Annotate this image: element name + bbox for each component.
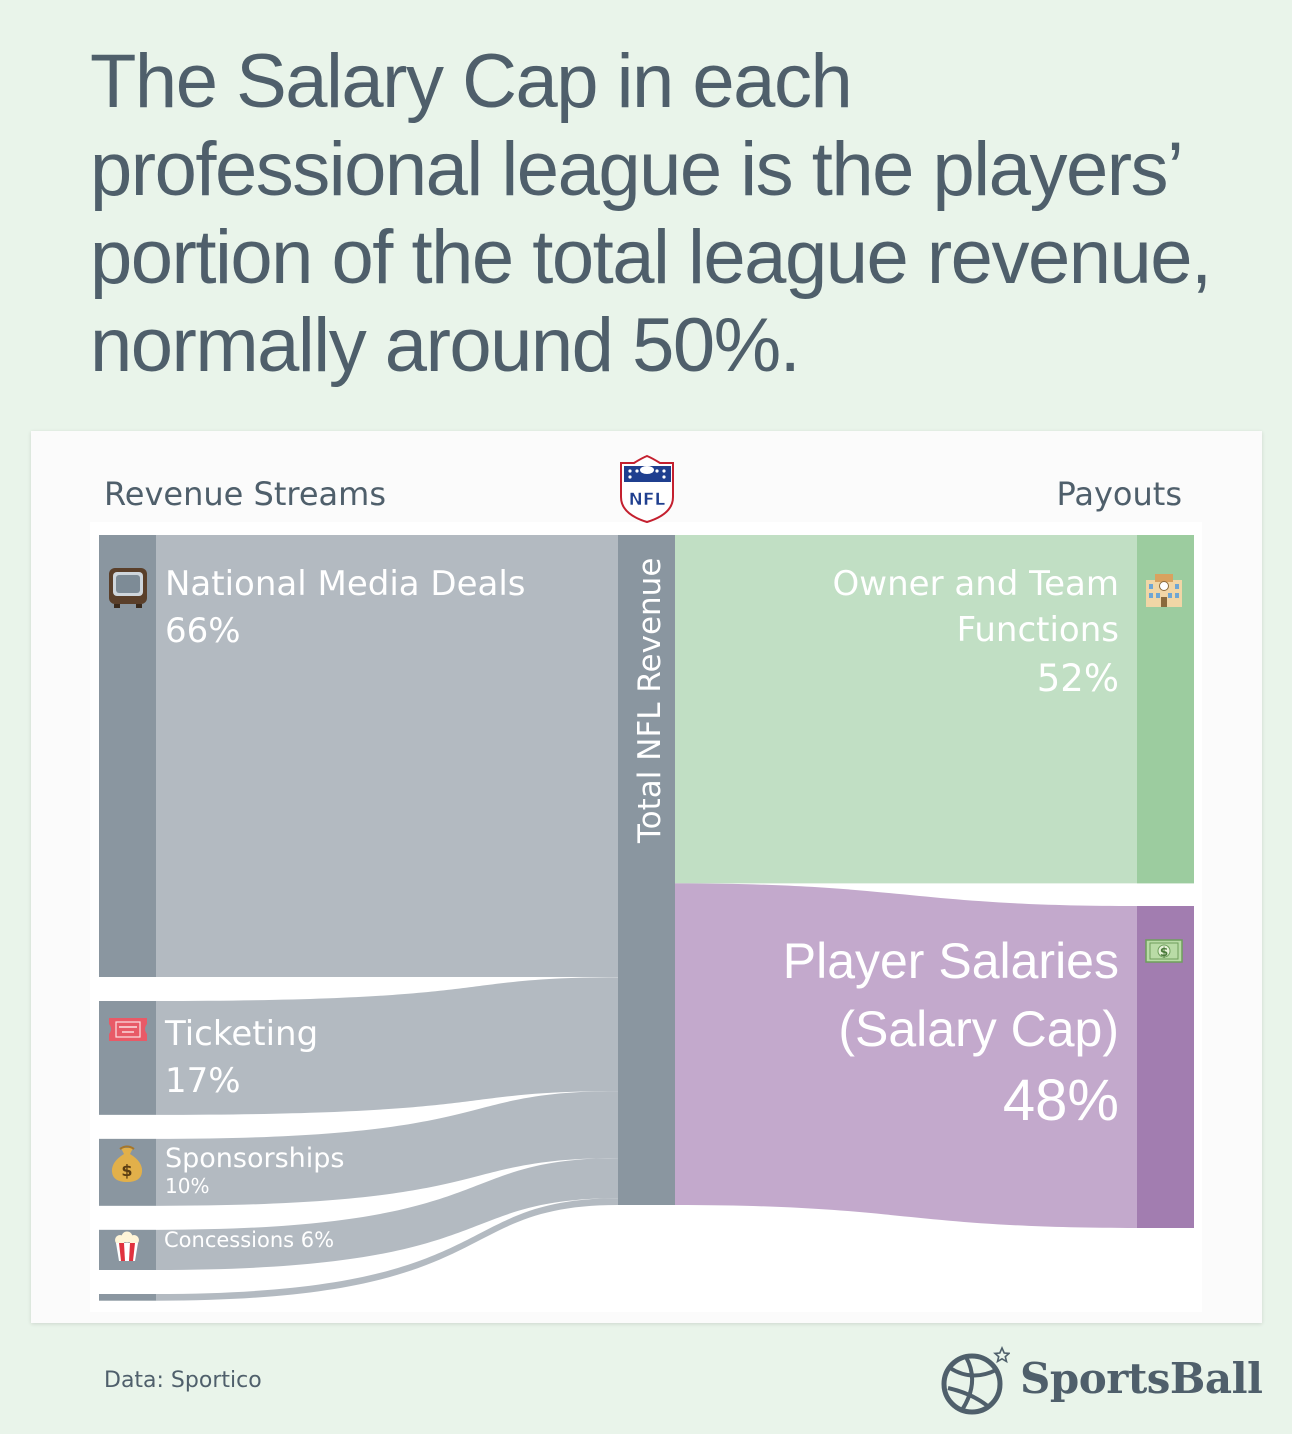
flow-source-other <box>156 1198 618 1301</box>
flow-national-media-deals <box>156 535 618 977</box>
svg-text:$: $ <box>1160 945 1168 959</box>
owner-team-label-line1: Owner and Team <box>833 564 1119 604</box>
flow-ticketing <box>156 977 618 1115</box>
ticket-icon <box>109 1018 147 1041</box>
nfl-logo: NFL <box>620 454 674 524</box>
concessions-label: Concessions 6% <box>164 1228 334 1252</box>
owner-team-pct: 52% <box>1037 657 1119 700</box>
flow-player-salaries <box>675 883 1137 1228</box>
money-icon: $ <box>1145 939 1183 963</box>
player-salaries-label-line2: (Salary Cap) <box>838 1001 1119 1057</box>
sponsorships-label: Sponsorships <box>165 1143 344 1174</box>
flow-sponsorships <box>156 1091 618 1206</box>
payouts-label: Payouts <box>1056 475 1182 513</box>
revenue-streams-label: Revenue Streams <box>104 475 386 513</box>
nfl-logo-text: NFL <box>629 490 666 510</box>
national-media-deals-pct: 66% <box>165 611 241 651</box>
building-icon <box>1146 574 1182 607</box>
svg-text:$: $ <box>121 1161 132 1180</box>
flow-owner-and-team-functions <box>675 535 1137 884</box>
node-source-other <box>99 1294 156 1301</box>
popcorn-icon <box>115 1231 139 1261</box>
television-icon <box>109 568 147 608</box>
owner-team-label-line2: Functions <box>957 610 1119 650</box>
player-salaries-pct: 48% <box>1003 1068 1119 1133</box>
ticketing-pct: 17% <box>165 1061 241 1101</box>
player-salaries-label-line1: Player Salaries <box>783 933 1119 989</box>
national-media-deals-label: National Media Deals <box>165 564 526 604</box>
data-source-note: Data: Sportico <box>104 1368 262 1393</box>
money-bag-icon: $ <box>111 1145 143 1182</box>
node-national-media-deals <box>99 535 156 977</box>
node-total-nfl-revenue <box>618 535 675 1205</box>
ticketing-label: Ticketing <box>164 1014 318 1054</box>
flow-layer <box>156 535 1137 1301</box>
total-nfl-revenue-label: Total NFL Revenue <box>632 558 668 844</box>
sportsball-brand: SportsBall <box>1020 1354 1263 1403</box>
sponsorships-pct: 10% <box>165 1174 209 1198</box>
flow-concessions-6 <box>156 1158 618 1270</box>
headline: The Salary Cap in each professional leag… <box>90 39 1212 388</box>
sportsball-logo-icon <box>941 1346 1010 1415</box>
node-layer <box>99 535 1194 1301</box>
